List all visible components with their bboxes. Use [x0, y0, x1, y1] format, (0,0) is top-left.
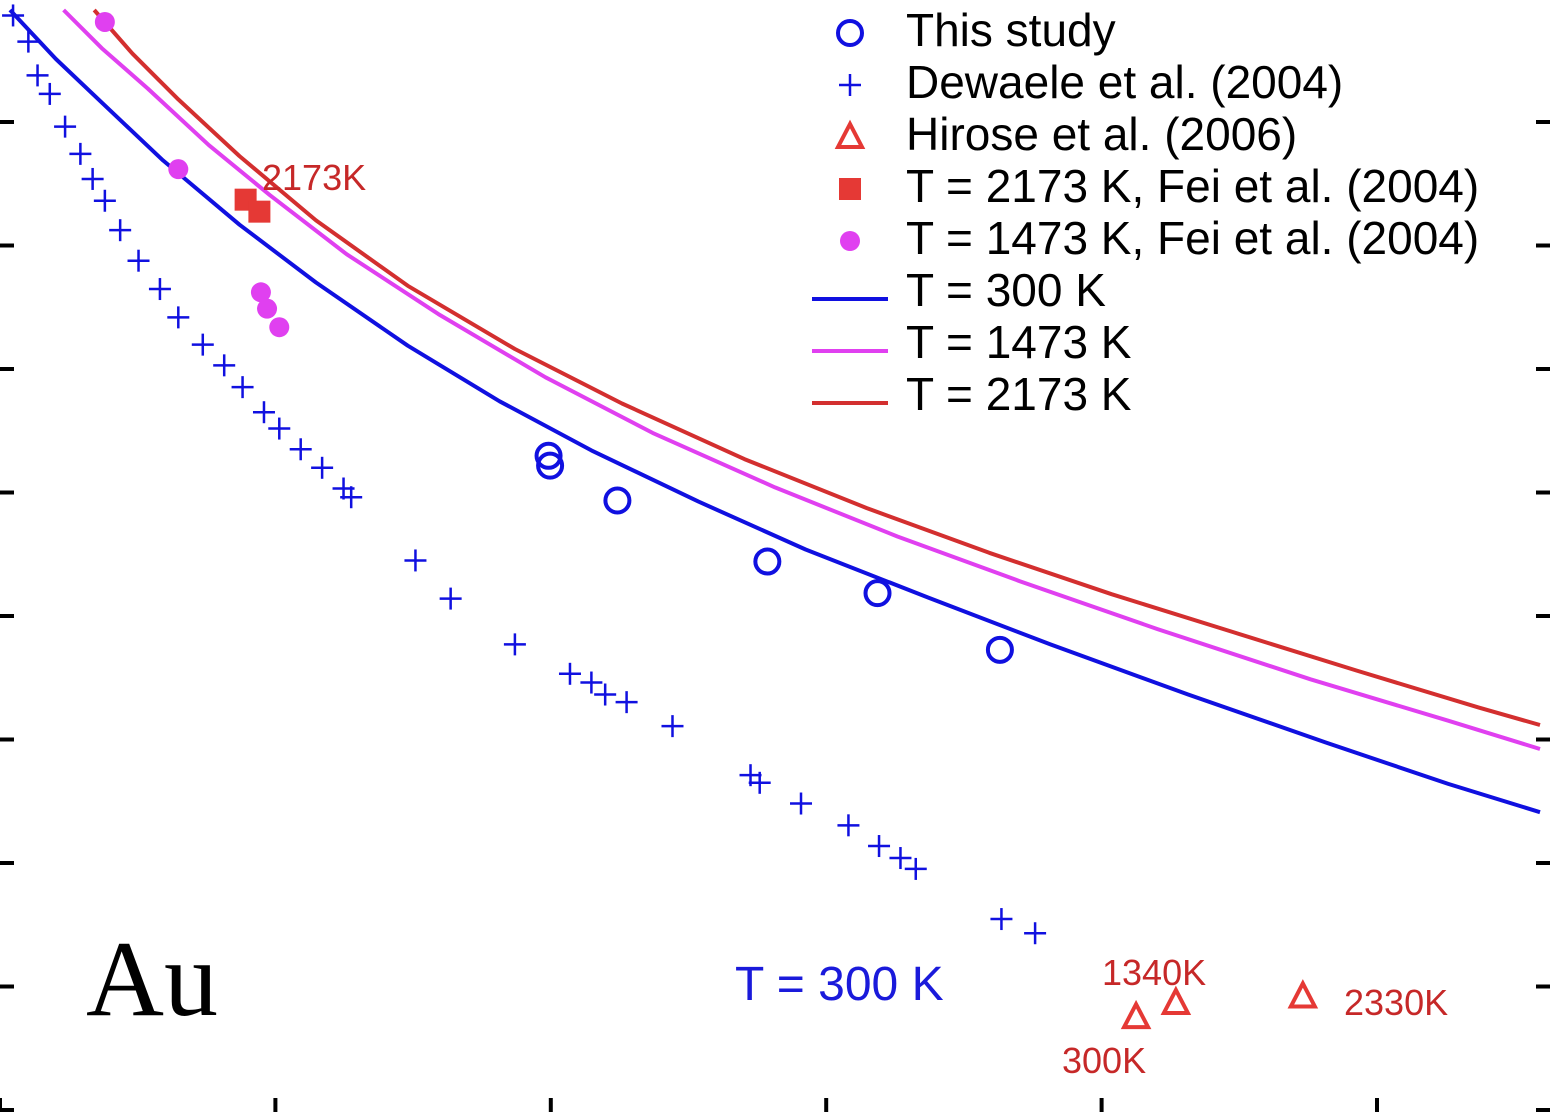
legend-label-6: T = 1473 K — [906, 316, 1132, 368]
legend-item-7: T = 2173 K — [812, 368, 1132, 420]
point-1-28 — [661, 715, 684, 738]
point-1-18 — [311, 456, 334, 479]
legend-item-2: Hirose et al. (2006) — [834, 108, 1297, 160]
point-1-37 — [1024, 922, 1047, 945]
legend-label-1: Dewaele et al. (2004) — [906, 56, 1343, 108]
point-2-4 — [269, 317, 290, 338]
point-1-15 — [252, 401, 275, 424]
annotation-hirose-1340: 1340K — [1102, 952, 1206, 993]
legend-marker-1 — [839, 74, 861, 96]
point-1-17 — [289, 438, 312, 461]
point-1-9 — [127, 249, 150, 272]
point-1-35 — [904, 857, 927, 880]
point-0-4 — [863, 579, 892, 608]
point-1-4 — [54, 115, 77, 138]
point-1-23 — [503, 633, 526, 656]
point-1-30 — [748, 771, 771, 794]
series-line-1 — [62, 8, 1541, 751]
point-2-0 — [94, 11, 115, 32]
point-1-32 — [837, 814, 860, 837]
point-2-2 — [250, 282, 271, 303]
series-line-0 — [8, 8, 1541, 815]
point-1-25 — [580, 671, 603, 694]
point-1-0 — [2, 4, 25, 27]
point-1-13 — [213, 354, 236, 377]
point-1-1 — [17, 30, 40, 53]
point-2-1 — [168, 159, 189, 180]
element-label: Au — [86, 920, 218, 1039]
series-points-0 — [534, 441, 1014, 664]
point-4-1 — [1160, 985, 1192, 1015]
point-0-5 — [985, 635, 1014, 664]
annotation-hirose-2330: 2330K — [1344, 982, 1448, 1023]
point-0-2 — [603, 486, 632, 515]
point-1-11 — [167, 306, 190, 329]
legend-marker-0 — [836, 19, 864, 47]
points-group — [2, 4, 1319, 1030]
legend-item-0: This study — [836, 4, 1116, 56]
point-1-6 — [81, 167, 104, 190]
annotation-fei-2173: 2173K — [262, 157, 366, 198]
point-1-12 — [191, 333, 214, 356]
point-0-1 — [536, 451, 565, 480]
series-points-1 — [2, 4, 1047, 945]
point-1-8 — [109, 219, 132, 242]
point-4-0 — [1120, 999, 1152, 1030]
point-1-31 — [790, 792, 813, 815]
point-2-3 — [257, 298, 278, 319]
legend-label-7: T = 2173 K — [906, 368, 1132, 420]
point-1-33 — [868, 835, 891, 858]
point-1-36 — [990, 908, 1013, 931]
annotation-hirose-300: 300K — [1062, 1040, 1146, 1081]
legend-label-2: Hirose et al. (2006) — [906, 108, 1297, 160]
legend-label-4: T = 1473 K, Fei et al. (2004) — [906, 212, 1479, 264]
point-1-3 — [38, 82, 61, 105]
series-points-2 — [94, 11, 290, 338]
point-1-34 — [889, 847, 912, 870]
point-1-26 — [594, 683, 617, 706]
legend-label-3: T = 2173 K, Fei et al. (2004) — [906, 160, 1479, 212]
annotation-curve-300: T = 300 K — [735, 958, 944, 1011]
legend-item-6: T = 1473 K — [812, 316, 1132, 368]
point-1-7 — [93, 189, 116, 212]
series-points-4 — [1120, 979, 1319, 1030]
series-line-2 — [92, 8, 1541, 727]
legend-item-4: T = 1473 K, Fei et al. (2004) — [840, 212, 1479, 264]
series-points-3 — [234, 188, 271, 223]
legend-marker-3 — [839, 178, 861, 200]
point-1-21 — [404, 549, 427, 572]
point-4-2 — [1287, 979, 1319, 1009]
legend-item-1: Dewaele et al. (2004) — [839, 56, 1343, 108]
curves-group — [8, 8, 1541, 815]
legend-label-5: T = 300 K — [906, 264, 1106, 316]
point-3-1 — [248, 200, 271, 223]
point-1-10 — [148, 278, 171, 301]
point-1-5 — [69, 142, 92, 165]
point-0-3 — [753, 547, 782, 576]
legend-label-0: This study — [906, 4, 1116, 56]
legend-item-5: T = 300 K — [812, 264, 1106, 316]
point-1-27 — [615, 691, 638, 714]
annotations: 2173K T = 300 K 1340K 300K 2330K Au — [86, 157, 1448, 1081]
point-1-14 — [231, 376, 254, 399]
point-1-22 — [439, 587, 462, 610]
legend-marker-2 — [834, 119, 866, 149]
point-1-20 — [340, 486, 363, 509]
point-0-0 — [534, 441, 563, 470]
legend-item-3: T = 2173 K, Fei et al. (2004) — [839, 160, 1479, 212]
point-1-16 — [268, 417, 291, 440]
chart-axes — [0, 120, 1550, 1112]
legend-marker-4 — [840, 231, 860, 251]
point-1-2 — [26, 64, 49, 87]
point-1-24 — [558, 662, 581, 685]
